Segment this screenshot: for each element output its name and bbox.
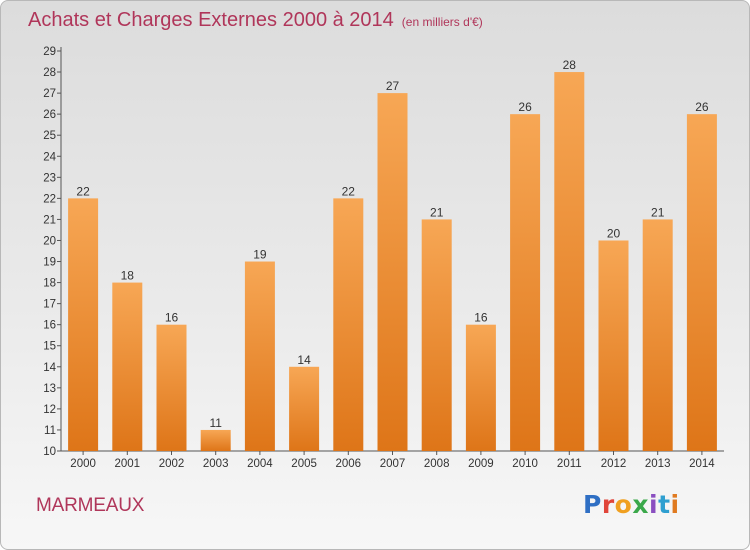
y-tick-label: 12 — [43, 404, 56, 416]
value-label-2004: 19 — [253, 248, 267, 262]
value-label-2010: 26 — [518, 100, 532, 114]
bar-2006[interactable] — [333, 198, 364, 451]
x-tick-label-2012: 2012 — [601, 458, 627, 470]
bar-2011[interactable] — [554, 72, 585, 451]
y-tick-label: 26 — [43, 109, 56, 121]
x-tick-label-2009: 2009 — [468, 458, 494, 470]
bar-2004[interactable] — [244, 261, 275, 451]
x-tick-label-2005: 2005 — [291, 458, 317, 470]
bar-2013[interactable] — [642, 219, 673, 451]
bar-2003[interactable] — [200, 429, 231, 451]
value-label-2013: 21 — [651, 205, 665, 219]
bar-2007[interactable] — [377, 93, 408, 452]
y-tick-label: 11 — [44, 425, 56, 437]
chart-bars — [68, 72, 717, 452]
bar-2010[interactable] — [510, 114, 541, 451]
x-tick-label-2008: 2008 — [424, 458, 450, 470]
x-tick-label-2011: 2011 — [557, 458, 582, 470]
x-tick-label-2013: 2013 — [645, 458, 671, 470]
value-label-2005: 14 — [297, 353, 311, 367]
y-tick-label: 23 — [43, 172, 56, 184]
logo-letter: i — [649, 490, 659, 519]
y-tick-label: 21 — [43, 214, 56, 226]
value-label-2003: 11 — [209, 416, 222, 430]
value-label-2000: 22 — [76, 184, 90, 198]
logo-letter: t — [658, 490, 671, 519]
logo-letter: P — [583, 490, 602, 519]
bar-2014[interactable] — [686, 114, 717, 451]
chart-title-main: Achats et Charges Externes 2000 à 2014 — [28, 9, 394, 31]
value-label-2007: 27 — [386, 79, 400, 93]
chart-title-unit: (en milliers d'€) — [401, 15, 483, 29]
y-tick-label: 17 — [43, 299, 56, 311]
value-label-2006: 22 — [342, 184, 356, 198]
y-tick-label: 25 — [43, 130, 56, 142]
bar-2001[interactable] — [112, 282, 143, 451]
bar-2005[interactable] — [289, 366, 320, 451]
y-tick-label: 15 — [43, 341, 56, 353]
bar-2009[interactable] — [465, 324, 496, 451]
logo-letter: i — [670, 490, 680, 519]
y-tick-label: 24 — [43, 151, 56, 163]
bar-2008[interactable] — [421, 219, 452, 451]
proxiti-logo[interactable]: Proxiti — [583, 490, 680, 519]
value-label-2008: 21 — [430, 205, 444, 219]
y-tick-label: 22 — [43, 193, 56, 205]
y-tick-label: 13 — [43, 383, 56, 395]
x-tick-label-2003: 2003 — [203, 458, 229, 470]
value-label-2014: 26 — [695, 100, 709, 114]
x-tick-label-2014: 2014 — [689, 458, 715, 470]
value-label-2002: 16 — [165, 311, 179, 325]
logo-letter: r — [601, 490, 615, 519]
logo-letter: x — [632, 490, 649, 519]
value-label-2001: 18 — [121, 269, 135, 283]
y-tick-label: 29 — [43, 46, 56, 58]
chart-title: Achats et Charges Externes 2000 à 2014 (e… — [28, 9, 483, 32]
y-tick-label: 10 — [43, 446, 56, 458]
chart-value-labels: 22 18 16 11 19 14 22 27 21 16 26 28 20 21 26 — [76, 58, 708, 430]
value-label-2011: 28 — [563, 58, 577, 72]
x-tick-label-2001: 2001 — [115, 458, 141, 470]
y-tick-label: 18 — [43, 278, 56, 290]
value-label-2012: 20 — [607, 226, 621, 240]
y-tick-label: 14 — [43, 362, 56, 374]
x-tick-label-2010: 2010 — [512, 458, 538, 470]
x-tick-label-2006: 2006 — [336, 458, 362, 470]
y-tick-label: 16 — [43, 320, 56, 332]
commune-name: MARMEAUX — [36, 495, 145, 516]
value-label-2009: 16 — [474, 311, 488, 325]
bar-2002[interactable] — [156, 324, 187, 451]
bar-2012[interactable] — [598, 240, 629, 451]
x-tick-label-2002: 2002 — [159, 458, 185, 470]
bar-2000[interactable] — [68, 198, 99, 451]
y-tick-label: 20 — [43, 235, 56, 247]
y-tick-label: 19 — [43, 257, 56, 269]
y-tick-label: 28 — [43, 67, 56, 79]
y-tick-label: 27 — [43, 88, 56, 100]
x-tick-label-2007: 2007 — [380, 458, 406, 470]
x-tick-label-2004: 2004 — [247, 458, 273, 470]
x-tick-label-2000: 2000 — [70, 458, 96, 470]
logo-letter: o — [614, 490, 633, 519]
